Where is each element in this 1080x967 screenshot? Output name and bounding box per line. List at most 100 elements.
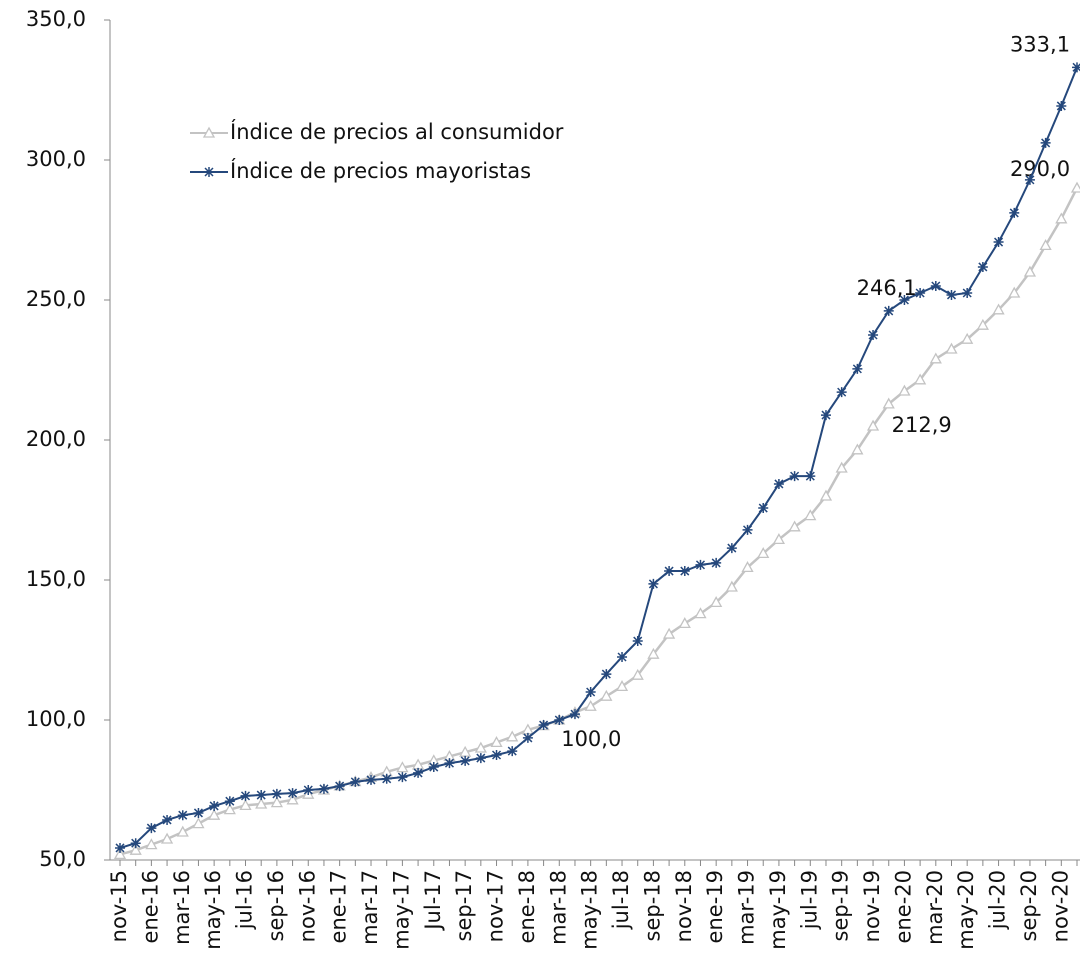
x-tick-label: nov-16 xyxy=(295,870,319,942)
marker xyxy=(1008,286,1021,298)
marker xyxy=(789,471,800,482)
marker xyxy=(223,803,236,815)
marker xyxy=(961,332,974,344)
marker xyxy=(710,596,723,608)
marker xyxy=(396,761,409,773)
y-tick-label: 300,0 xyxy=(26,147,86,171)
x-tick-label: mar-19 xyxy=(735,870,759,945)
x-tick-label: jul-20 xyxy=(986,870,1010,930)
marker xyxy=(176,825,189,837)
marker xyxy=(695,559,706,570)
marker xyxy=(1040,137,1051,148)
marker xyxy=(507,746,518,757)
marker xyxy=(204,167,214,177)
x-tick-label: nov-19 xyxy=(860,870,884,942)
marker xyxy=(129,843,142,855)
marker xyxy=(569,709,580,720)
marker xyxy=(208,808,221,820)
x-tick-label: sep-16 xyxy=(264,870,288,942)
x-tick-label: mar-16 xyxy=(170,870,194,945)
marker xyxy=(820,410,831,421)
marker xyxy=(287,788,298,799)
marker xyxy=(866,419,880,431)
value-label: 100,0 xyxy=(561,727,621,751)
marker xyxy=(554,715,565,725)
x-tick-label: may-17 xyxy=(389,870,413,950)
marker xyxy=(882,397,895,409)
x-tick-label: sep-17 xyxy=(452,870,476,942)
marker xyxy=(741,561,754,573)
marker xyxy=(711,557,722,568)
marker xyxy=(726,543,737,554)
marker xyxy=(240,790,251,801)
marker xyxy=(679,566,690,577)
marker xyxy=(584,699,597,711)
marker xyxy=(758,503,769,514)
marker xyxy=(381,773,392,784)
marker xyxy=(805,471,816,482)
x-tick-label: jul-18 xyxy=(609,870,633,930)
marker xyxy=(977,261,988,272)
marker xyxy=(256,790,267,801)
marker xyxy=(160,832,174,844)
marker xyxy=(146,823,157,834)
marker xyxy=(773,478,784,489)
x-tick-label: mar-17 xyxy=(358,870,382,945)
x-tick-label: nov-20 xyxy=(1048,870,1072,942)
marker xyxy=(413,767,424,778)
marker xyxy=(852,363,863,374)
value-label: 246,1 xyxy=(857,276,917,300)
x-tick-label: sep-18 xyxy=(640,870,664,942)
marker xyxy=(1070,181,1080,193)
marker xyxy=(490,736,503,748)
marker xyxy=(366,774,377,785)
marker xyxy=(929,352,942,364)
marker xyxy=(318,783,329,794)
legend-label: Índice de precios al consumidor xyxy=(230,119,564,144)
marker xyxy=(819,489,833,501)
marker xyxy=(678,617,691,629)
marker xyxy=(397,772,408,783)
y-tick-label: 350,0 xyxy=(26,7,86,31)
marker xyxy=(883,305,894,316)
marker xyxy=(930,281,941,291)
value-label: 212,9 xyxy=(892,413,952,437)
x-tick-label: sep-19 xyxy=(829,870,853,942)
marker xyxy=(255,797,268,809)
y-tick-label: 250,0 xyxy=(26,287,86,311)
marker xyxy=(757,547,770,559)
marker xyxy=(647,647,660,659)
marker xyxy=(899,295,910,305)
marker xyxy=(694,607,707,619)
marker xyxy=(585,687,596,697)
marker xyxy=(303,785,314,795)
marker xyxy=(868,330,879,340)
x-tick-label: jul-19 xyxy=(797,870,821,930)
marker xyxy=(162,814,173,825)
marker xyxy=(945,342,958,354)
y-tick-label: 200,0 xyxy=(26,427,86,451)
marker xyxy=(914,373,927,385)
marker xyxy=(334,781,345,792)
y-tick-label: 150,0 xyxy=(26,567,86,591)
marker xyxy=(271,788,282,799)
marker xyxy=(522,732,533,743)
x-tick-label: sep-20 xyxy=(1017,870,1041,942)
marker xyxy=(993,237,1004,248)
marker xyxy=(239,799,252,811)
marker xyxy=(962,288,973,298)
marker xyxy=(474,741,487,753)
x-tick-label: mar-20 xyxy=(923,870,947,945)
marker xyxy=(460,755,471,766)
x-tick-label: nov-18 xyxy=(672,870,696,942)
marker xyxy=(632,636,643,647)
marker xyxy=(664,566,675,577)
marker xyxy=(836,387,847,398)
marker xyxy=(788,520,801,532)
marker xyxy=(615,680,629,692)
marker xyxy=(946,289,957,300)
marker xyxy=(648,578,659,589)
marker xyxy=(1056,100,1067,111)
marker xyxy=(662,627,676,639)
